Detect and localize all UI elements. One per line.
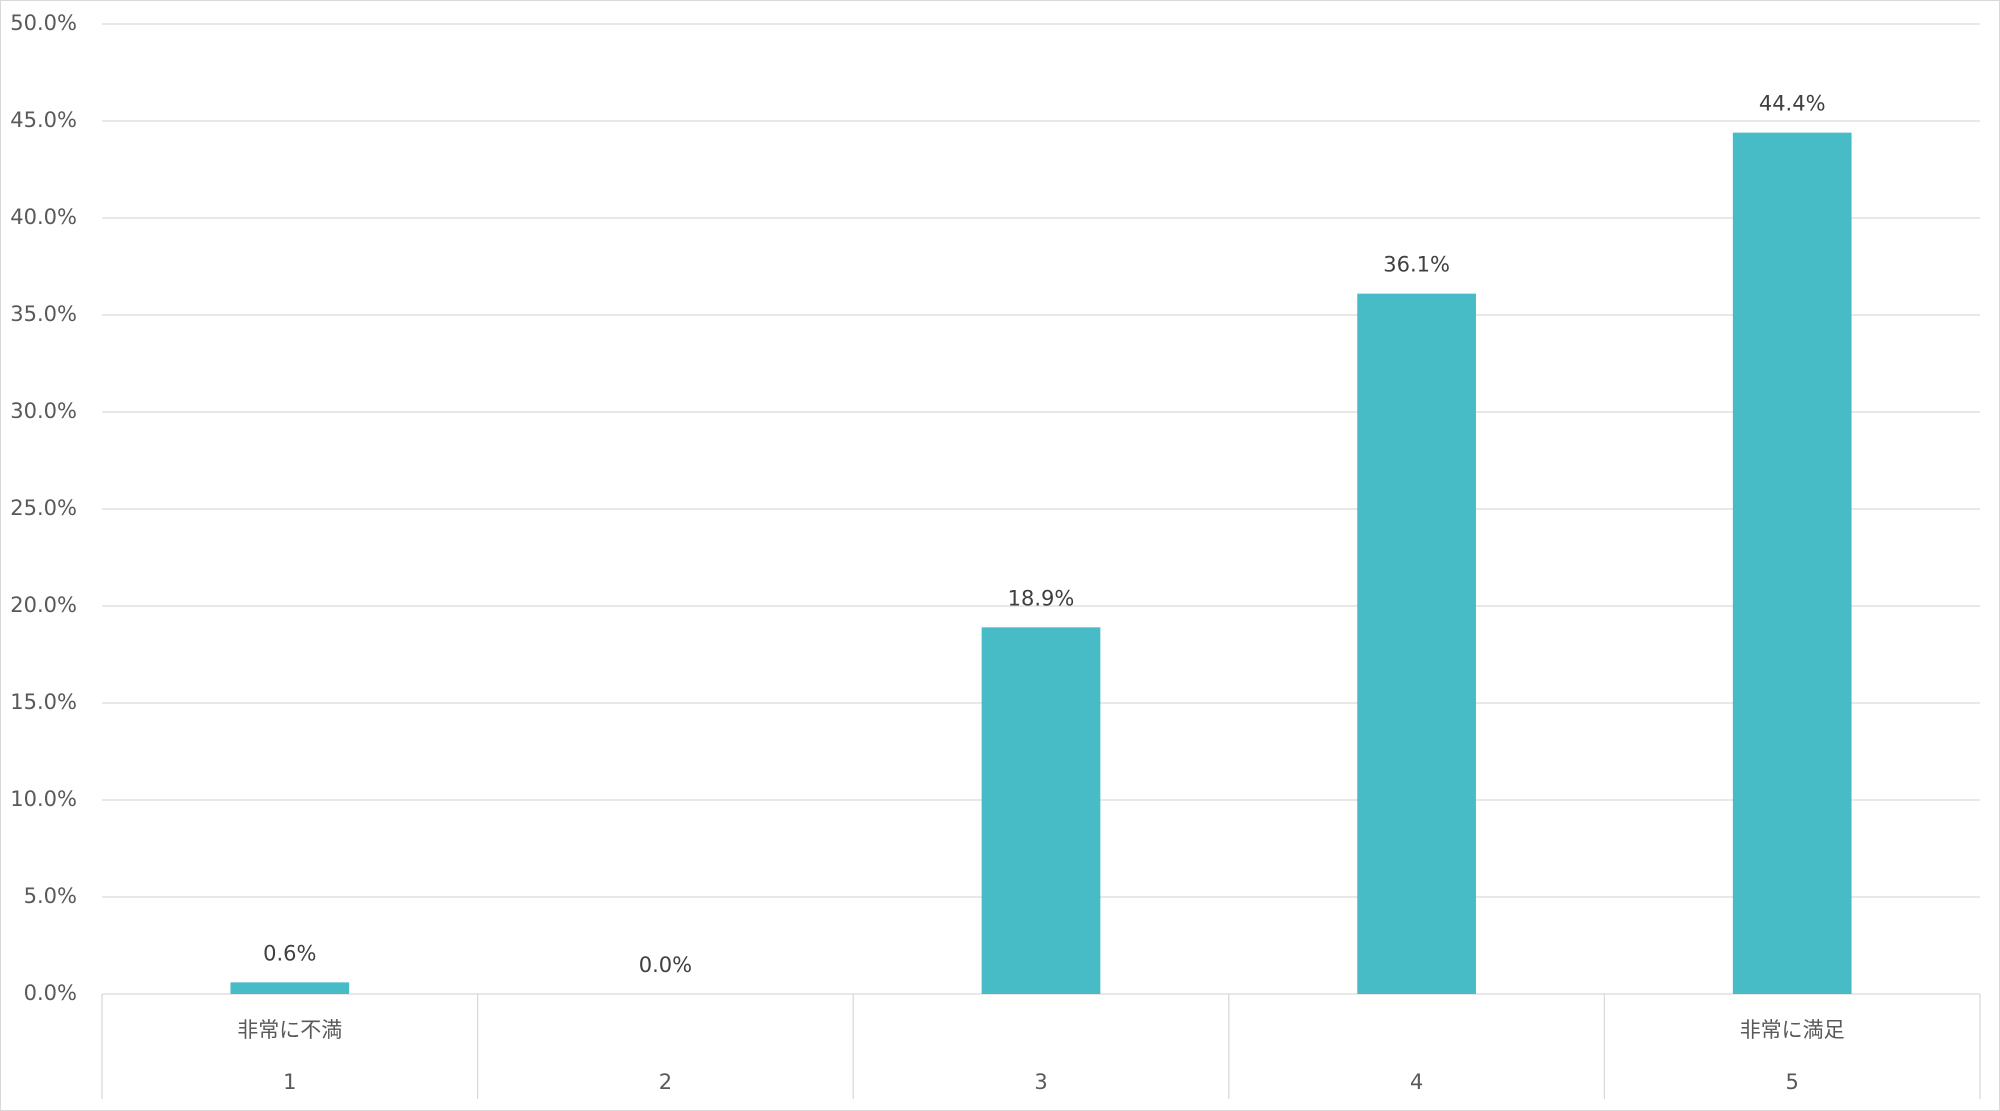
y-tick-label: 35.0% bbox=[10, 302, 77, 326]
x-tick-label: 3 bbox=[1034, 1070, 1047, 1094]
x-tick-label: 4 bbox=[1410, 1070, 1423, 1094]
value-label: 0.0% bbox=[639, 953, 692, 977]
y-tick-label: 0.0% bbox=[24, 981, 77, 1005]
x-group-label: 非常に不満 bbox=[237, 1018, 342, 1042]
y-tick-label: 20.0% bbox=[10, 593, 77, 617]
y-tick-label: 15.0% bbox=[10, 690, 77, 714]
value-label: 44.4% bbox=[1759, 92, 1826, 116]
y-tick-label: 30.0% bbox=[10, 399, 77, 423]
y-tick-label: 45.0% bbox=[10, 108, 77, 132]
x-tick-label: 5 bbox=[1786, 1070, 1799, 1094]
value-label: 36.1% bbox=[1383, 253, 1450, 277]
y-tick-label: 5.0% bbox=[24, 884, 77, 908]
x-group-label: 非常に満足 bbox=[1740, 1018, 1845, 1042]
bar bbox=[230, 982, 350, 994]
x-tick-label: 2 bbox=[659, 1070, 672, 1094]
y-tick-label: 40.0% bbox=[10, 205, 77, 229]
x-tick-label: 1 bbox=[283, 1070, 296, 1094]
y-tick-label: 10.0% bbox=[10, 787, 77, 811]
y-tick-label: 25.0% bbox=[10, 496, 77, 520]
value-label: 18.9% bbox=[1008, 586, 1075, 610]
bar bbox=[1357, 293, 1476, 994]
bar bbox=[981, 627, 1101, 994]
value-label: 0.6% bbox=[263, 941, 316, 965]
bar bbox=[1732, 132, 1852, 994]
y-tick-label: 50.0% bbox=[10, 11, 77, 35]
